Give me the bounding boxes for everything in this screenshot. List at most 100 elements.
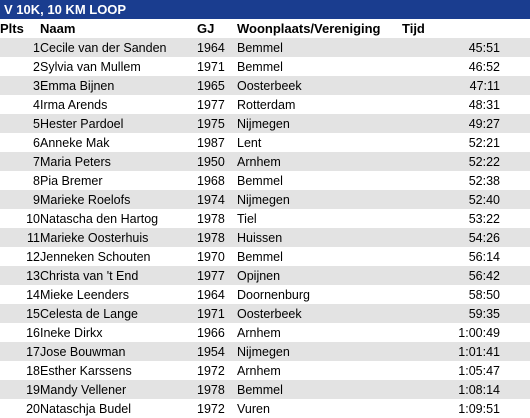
cell-plts: 13 bbox=[26, 268, 40, 283]
results-title: V 10K, 10 KM LOOP bbox=[0, 0, 530, 19]
cell-gj: 1977 bbox=[197, 97, 225, 112]
table-row: 15 Celesta de Lange 1971 Oosterbeek 59:35 bbox=[0, 304, 530, 323]
cell-tijd: 56:42 bbox=[468, 268, 500, 283]
cell-naam: Cecile van der Sanden bbox=[40, 40, 167, 55]
cell-spacer bbox=[500, 152, 530, 171]
cell-spacer bbox=[500, 57, 530, 76]
cell-woonplaats: Bemmel bbox=[237, 59, 283, 74]
cell-woonplaats: Nijmegen bbox=[237, 344, 290, 359]
cell-tijd: 58:50 bbox=[468, 287, 500, 302]
table-row: 16 Ineke Dirkx 1966 Arnhem 1:00:49 bbox=[0, 323, 530, 342]
table-row: 13 Christa van 't End 1977 Opijnen 56:42 bbox=[0, 266, 530, 285]
cell-plts: 5 bbox=[33, 116, 40, 131]
cell-tijd: 56:14 bbox=[468, 249, 500, 264]
column-header-naam: Naam bbox=[40, 21, 76, 36]
cell-naam: Marieke Roelofs bbox=[40, 192, 131, 207]
cell-spacer bbox=[500, 133, 530, 152]
table-row: 4 Irma Arends 1977 Rotterdam 48:31 bbox=[0, 95, 530, 114]
table-row: 2 Sylvia van Mullem 1971 Bemmel 46:52 bbox=[0, 57, 530, 76]
table-row: 19 Mandy Vellener 1978 Bemmel 1:08:14 bbox=[0, 380, 530, 399]
cell-spacer bbox=[500, 323, 530, 342]
table-row: 20 Nataschja Budel 1972 Vuren 1:09:51 bbox=[0, 399, 530, 418]
cell-naam: Ineke Dirkx bbox=[40, 325, 103, 340]
cell-gj: 1971 bbox=[197, 306, 225, 321]
cell-plts: 14 bbox=[26, 287, 40, 302]
cell-gj: 1950 bbox=[197, 154, 225, 169]
cell-naam: Natascha den Hartog bbox=[40, 211, 159, 226]
cell-gj: 1954 bbox=[197, 344, 225, 359]
cell-plts: 10 bbox=[26, 211, 40, 226]
cell-naam: Irma Arends bbox=[40, 97, 108, 112]
cell-tijd: 46:52 bbox=[468, 59, 500, 74]
cell-spacer bbox=[500, 285, 530, 304]
cell-tijd: 52:38 bbox=[468, 173, 500, 188]
cell-plts: 16 bbox=[26, 325, 40, 340]
cell-spacer bbox=[500, 95, 530, 114]
cell-woonplaats: Tiel bbox=[237, 211, 257, 226]
cell-gj: 1966 bbox=[197, 325, 225, 340]
table-row: 18 Esther Karssens 1972 Arnhem 1:05:47 bbox=[0, 361, 530, 380]
cell-naam: Anneke Mak bbox=[40, 135, 110, 150]
column-header-spacer bbox=[500, 19, 530, 38]
cell-tijd: 47:11 bbox=[469, 78, 500, 93]
cell-plts: 1 bbox=[33, 40, 40, 55]
table-row: 5 Hester Pardoel 1975 Nijmegen 49:27 bbox=[0, 114, 530, 133]
cell-spacer bbox=[500, 399, 530, 418]
cell-spacer bbox=[500, 247, 530, 266]
table-row: 7 Maria Peters 1950 Arnhem 52:22 bbox=[0, 152, 530, 171]
cell-gj: 1965 bbox=[197, 78, 225, 93]
cell-gj: 1972 bbox=[197, 363, 225, 378]
table-row: 1 Cecile van der Sanden 1964 Bemmel 45:51 bbox=[0, 38, 530, 57]
cell-tijd: 45:51 bbox=[468, 40, 500, 55]
cell-naam: Sylvia van Mullem bbox=[40, 59, 141, 74]
cell-gj: 1987 bbox=[197, 135, 225, 150]
cell-gj: 1964 bbox=[197, 287, 225, 302]
cell-woonplaats: Bemmel bbox=[237, 173, 283, 188]
cell-woonplaats: Oosterbeek bbox=[237, 306, 302, 321]
cell-tijd: 52:21 bbox=[468, 135, 500, 150]
cell-woonplaats: Bemmel bbox=[237, 382, 283, 397]
cell-plts: 18 bbox=[26, 363, 40, 378]
cell-spacer bbox=[500, 380, 530, 399]
cell-woonplaats: Bemmel bbox=[237, 249, 283, 264]
cell-woonplaats: Oosterbeek bbox=[237, 78, 302, 93]
cell-gj: 1977 bbox=[197, 268, 225, 283]
cell-gj: 1972 bbox=[197, 401, 225, 416]
cell-spacer bbox=[500, 228, 530, 247]
column-header-tijd: Tijd bbox=[402, 21, 425, 36]
cell-tijd: 1:09:51 bbox=[458, 401, 500, 416]
cell-woonplaats: Nijmegen bbox=[237, 192, 290, 207]
cell-woonplaats: Arnhem bbox=[237, 154, 281, 169]
cell-naam: Mandy Vellener bbox=[40, 382, 127, 397]
cell-woonplaats: Rotterdam bbox=[237, 97, 296, 112]
cell-naam: Mieke Leenders bbox=[40, 287, 129, 302]
column-header-plts: Plts bbox=[0, 21, 24, 36]
table-row: 9 Marieke Roelofs 1974 Nijmegen 52:40 bbox=[0, 190, 530, 209]
cell-spacer bbox=[500, 266, 530, 285]
cell-woonplaats: Huissen bbox=[237, 230, 283, 245]
cell-woonplaats: Doornenburg bbox=[237, 287, 310, 302]
cell-tijd: 54:26 bbox=[468, 230, 500, 245]
table-row: 17 Jose Bouwman 1954 Nijmegen 1:01:41 bbox=[0, 342, 530, 361]
table-row: 10 Natascha den Hartog 1978 Tiel 53:22 bbox=[0, 209, 530, 228]
cell-tijd: 1:00:49 bbox=[458, 325, 500, 340]
cell-woonplaats: Vuren bbox=[237, 401, 270, 416]
cell-naam: Celesta de Lange bbox=[40, 306, 138, 321]
cell-gj: 1975 bbox=[197, 116, 225, 131]
cell-woonplaats: Lent bbox=[237, 135, 262, 150]
cell-naam: Nataschja Budel bbox=[40, 401, 132, 416]
cell-spacer bbox=[500, 361, 530, 380]
cell-naam: Esther Karssens bbox=[40, 363, 132, 378]
cell-plts: 6 bbox=[33, 135, 40, 150]
cell-woonplaats: Nijmegen bbox=[237, 116, 290, 131]
cell-plts: 7 bbox=[33, 154, 40, 169]
table-row: 12 Jenneken Schouten 1970 Bemmel 56:14 bbox=[0, 247, 530, 266]
cell-gj: 1970 bbox=[197, 249, 225, 264]
cell-gj: 1978 bbox=[197, 382, 225, 397]
cell-naam: Marieke Oosterhuis bbox=[40, 230, 149, 245]
table-row: 8 Pia Bremer 1968 Bemmel 52:38 bbox=[0, 171, 530, 190]
column-header-woonplaats: Woonplaats/Vereniging bbox=[237, 21, 381, 36]
cell-gj: 1974 bbox=[197, 192, 225, 207]
column-header-gj: GJ bbox=[197, 21, 215, 36]
cell-naam: Maria Peters bbox=[40, 154, 111, 169]
